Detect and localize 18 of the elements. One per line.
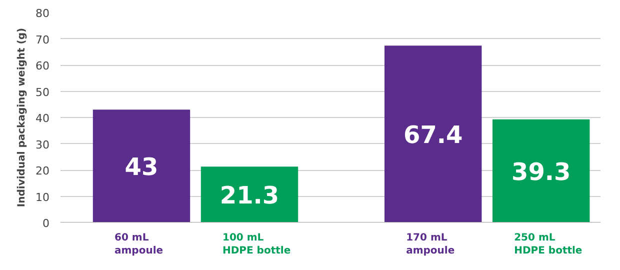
- y-tick-label: 60: [36, 60, 50, 72]
- data-label: 67.4: [403, 121, 463, 150]
- y-tick-label: 0: [42, 217, 50, 230]
- y-tick-label: 10: [36, 190, 50, 204]
- y-tick-label: 70: [36, 33, 50, 46]
- data-label: 43: [124, 153, 158, 182]
- x-tick-label: 100 mL HDPE bottle: [222, 232, 291, 257]
- data-label: 39.3: [511, 158, 571, 186]
- y-axis-title: Individual packaging weight (g): [16, 28, 28, 208]
- x-tick-label: 170 mL ampoule: [406, 232, 455, 257]
- y-tick-label: 50: [36, 86, 50, 99]
- data-label: 21.3: [220, 182, 280, 210]
- y-tick-label: 30: [36, 138, 50, 152]
- y-tick-label: 80: [36, 7, 50, 20]
- y-tick-label: 20: [36, 164, 50, 178]
- x-tick-label: 60 mL ampoule: [114, 232, 164, 257]
- x-tick-label: 250 mL HDPE bottle: [514, 232, 582, 257]
- y-tick-label: 40: [36, 112, 50, 125]
